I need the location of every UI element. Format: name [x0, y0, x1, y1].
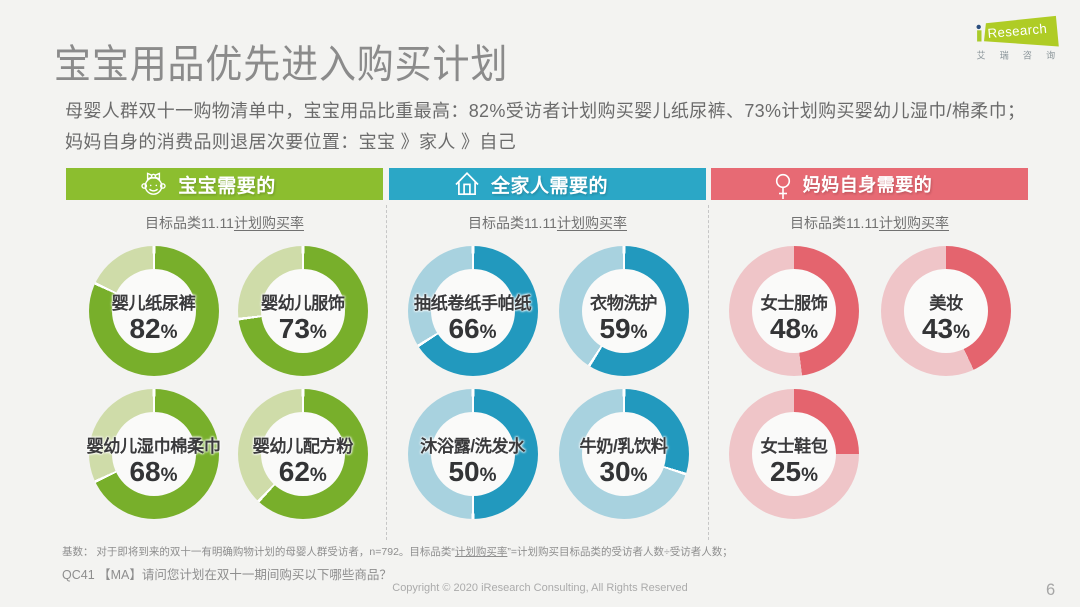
svg-text:艾瑞咨询: 艾瑞咨询 [977, 50, 1070, 61]
svg-text:Research: Research [987, 21, 1048, 41]
